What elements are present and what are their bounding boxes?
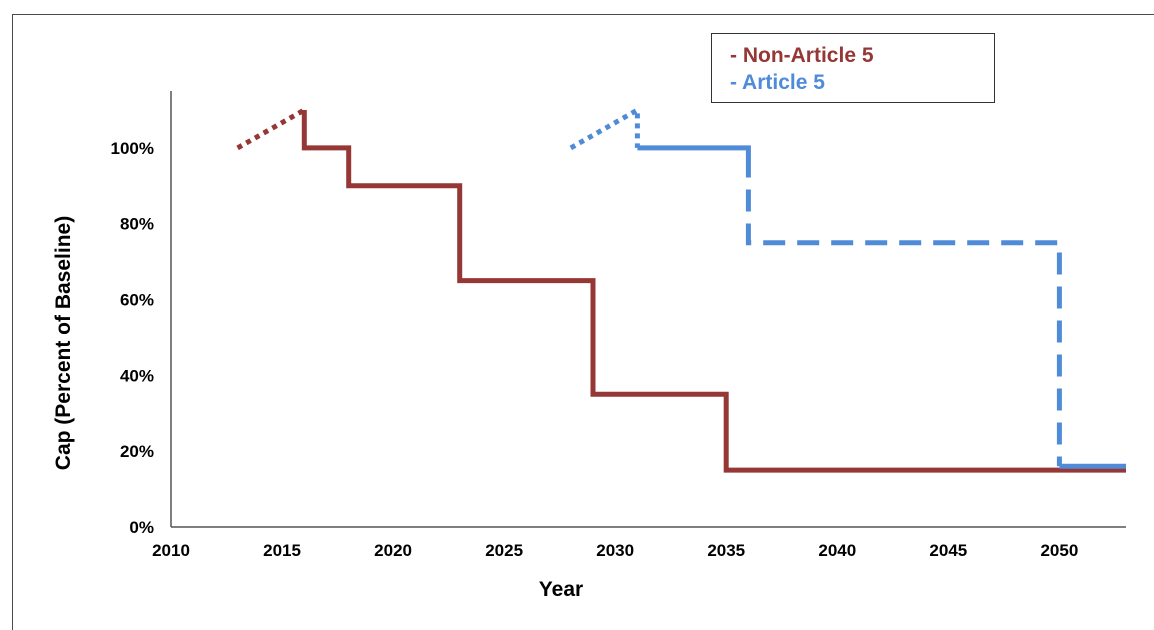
series-layer xyxy=(236,105,1126,473)
x-tick-label: 2015 xyxy=(263,541,301,560)
x-tick-label: 2025 xyxy=(485,541,523,560)
x-tick-label: 2010 xyxy=(152,541,190,560)
legend-entry-non-article-5: - Non-Article 5 xyxy=(730,44,874,67)
y-tick-label: 100% xyxy=(111,139,154,158)
x-tick-label: 2040 xyxy=(818,541,856,560)
legend: - Non-Article 5 - Article 5 xyxy=(711,33,995,103)
chart-frame xyxy=(12,14,1154,630)
y-ticks: 0% 20% 40% 60% 80% 100% xyxy=(111,139,154,537)
series-article-5-ramp xyxy=(569,105,640,151)
series-article-5-solid xyxy=(637,145,751,156)
series-non-article-5-ramp xyxy=(236,107,306,151)
y-axis-title: Cap (Percent of Baseline) xyxy=(52,216,75,470)
x-tick-label: 2045 xyxy=(929,541,967,560)
axes xyxy=(170,91,1126,528)
y-tick-label: 0% xyxy=(129,518,154,537)
y-tick-label: 60% xyxy=(120,291,154,310)
legend-entry-article-5: - Article 5 xyxy=(730,71,825,94)
y-tick-label: 40% xyxy=(120,366,154,385)
x-tick-label: 2030 xyxy=(596,541,634,560)
series-non-article-5-line xyxy=(301,110,1126,473)
x-tick-label: 2050 xyxy=(1040,541,1078,560)
x-ticks: 2010 2015 2020 2025 2030 2035 2040 2045 2050 xyxy=(152,541,1078,560)
series-article-5-dashed xyxy=(745,155,1062,467)
y-tick-label: 20% xyxy=(120,442,154,461)
x-tick-label: 2035 xyxy=(707,541,745,560)
x-axis-title: Year xyxy=(539,578,583,601)
y-tick-label: 80% xyxy=(120,215,154,234)
x-tick-label: 2020 xyxy=(374,541,412,560)
